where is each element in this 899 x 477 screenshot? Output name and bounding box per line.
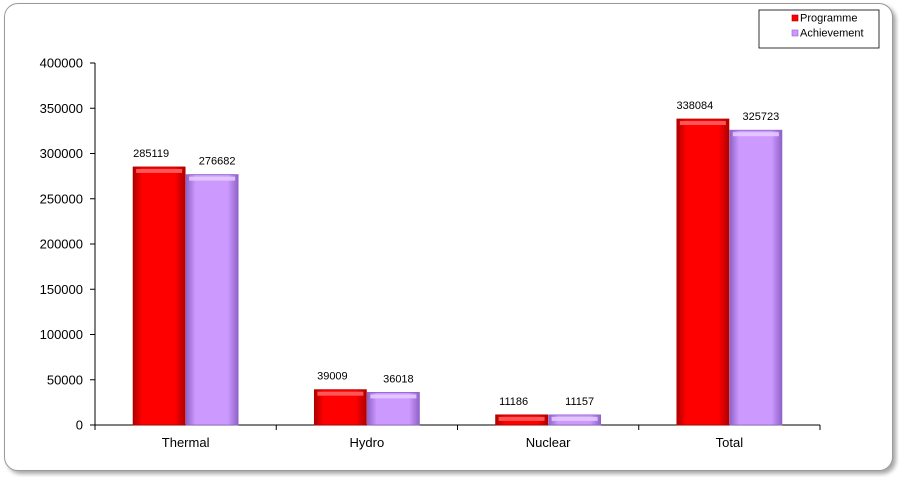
bar-achievement-nuclear	[548, 414, 602, 426]
bars	[132, 118, 783, 426]
data-label-programme-nuclear: 11186	[499, 396, 528, 408]
legend: Programme Achievement	[758, 9, 880, 49]
data-labels: 285119 276682 39009 36018 11186 11157 338084 32…	[133, 100, 779, 408]
legend-box	[758, 9, 880, 49]
y-tick-label: 400000	[40, 56, 83, 71]
legend-swatch-programme	[791, 14, 799, 22]
x-category-label: Total	[716, 435, 744, 450]
bar-achievement-hydro	[366, 392, 420, 426]
bar-programme-thermal	[132, 166, 186, 426]
y-tick-label: 200000	[40, 237, 83, 252]
bar-programme-hydro	[313, 389, 367, 426]
data-label-programme-thermal: 285119	[133, 148, 169, 160]
data-label-programme-total: 338084	[677, 100, 714, 112]
legend-swatch-achievement	[791, 29, 799, 37]
data-label-achievement-hydro: 36018	[383, 373, 414, 385]
y-tick-label: 150000	[40, 282, 83, 297]
bar-achievement-total	[729, 129, 783, 426]
bar-achievement-thermal	[185, 174, 239, 426]
y-tick-label: 250000	[40, 191, 83, 206]
bar-programme-nuclear	[495, 414, 549, 426]
y-tick-label: 350000	[40, 101, 83, 116]
data-label-programme-hydro: 39009	[317, 371, 348, 383]
x-category-label: Hydro	[350, 435, 385, 450]
y-tick-label: 300000	[40, 146, 83, 161]
y-tick-label: 50000	[47, 372, 83, 387]
y-tick-label: 0	[76, 418, 83, 433]
x-category-label: Thermal	[162, 435, 210, 450]
data-label-achievement-thermal: 276682	[199, 156, 236, 168]
legend-label-achievement: Achievement	[800, 28, 864, 40]
data-label-achievement-total: 325723	[743, 111, 780, 123]
data-label-achievement-nuclear: 11157	[565, 396, 594, 408]
y-tick-label: 100000	[40, 327, 83, 342]
x-category-label: Nuclear	[526, 435, 571, 450]
bar-programme-total	[676, 118, 730, 426]
legend-label-programme: Programme	[800, 13, 857, 25]
